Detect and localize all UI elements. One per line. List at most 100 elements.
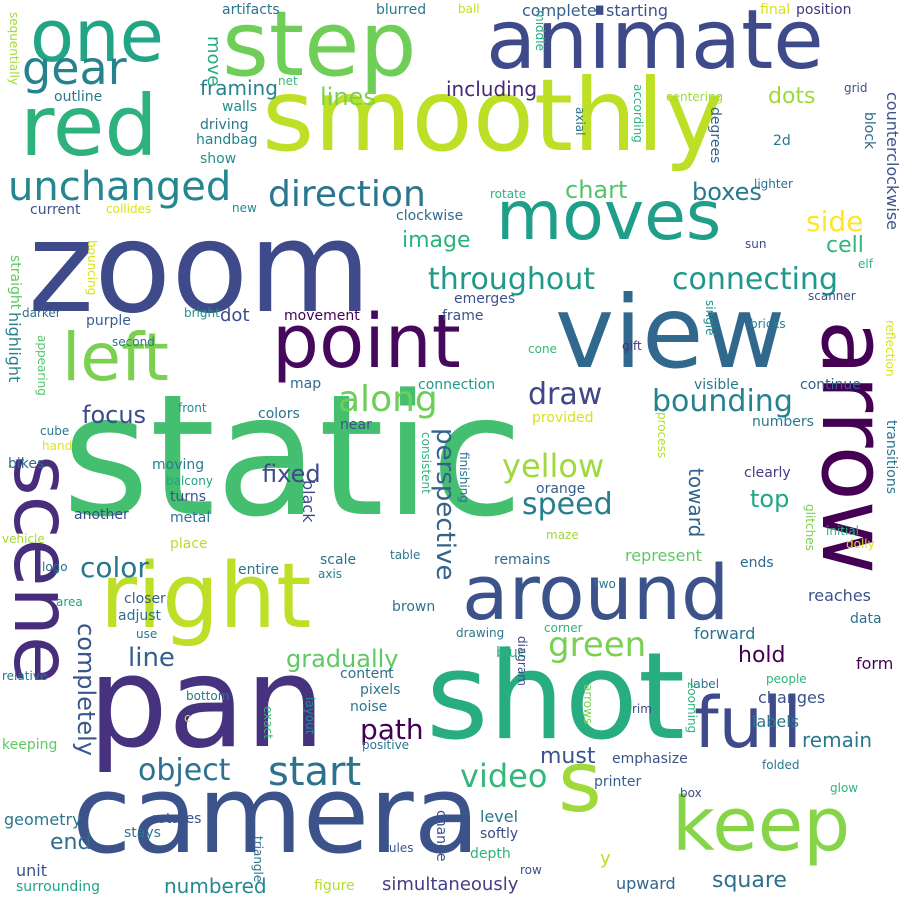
cloud-word: new: [232, 201, 257, 215]
cloud-word: unit: [16, 861, 47, 880]
cloud-word: single: [703, 300, 717, 336]
cloud-word: balcony: [166, 474, 213, 488]
cloud-word: visible: [694, 377, 739, 393]
cloud-word: walls: [222, 99, 258, 115]
cloud-word: adjust: [118, 608, 162, 624]
cloud-word: around: [462, 548, 730, 637]
cloud-word: keeping: [2, 737, 58, 753]
cloud-word: moving: [152, 457, 205, 473]
cloud-word: toward: [684, 468, 708, 538]
cloud-word: rules: [384, 841, 414, 855]
cloud-word: change: [433, 810, 449, 862]
cloud-word: hand: [42, 439, 73, 453]
cloud-word: bright: [184, 306, 220, 320]
cloud-word: darker: [22, 306, 61, 320]
cloud-word: logo: [42, 560, 68, 574]
cloud-word: positive: [362, 738, 410, 752]
cloud-word: data: [850, 611, 882, 627]
cloud-word: draw: [528, 377, 603, 412]
cloud-word: green: [548, 625, 647, 665]
cloud-word: framing: [200, 76, 278, 100]
cloud-word: second: [112, 335, 155, 349]
cloud-word: content: [340, 666, 394, 682]
cloud-word: block: [861, 112, 877, 150]
cloud-word: lighter: [754, 177, 793, 191]
cloud-word: finishing: [457, 452, 471, 503]
cloud-word: complete: [522, 1, 597, 20]
cloud-word: cell: [826, 233, 864, 258]
cloud-word: place: [170, 536, 208, 552]
cloud-word: vehicle: [2, 532, 45, 546]
cloud-word: clockwise: [396, 208, 464, 224]
cloud-word: process: [655, 412, 669, 459]
cloud-word: metal: [170, 510, 211, 526]
cloud-word: black: [299, 480, 318, 523]
cloud-word: area: [56, 595, 83, 609]
cloud-word: color: [80, 551, 149, 584]
cloud-word: counterclockwise: [883, 92, 900, 231]
cloud-word: remains: [494, 552, 551, 568]
cloud-word: straight: [7, 255, 23, 310]
cloud-word: y: [600, 848, 611, 869]
cloud-word: must: [540, 744, 596, 769]
cloud-word: yellow: [502, 447, 605, 485]
cloud-word: blurred: [376, 2, 427, 18]
cloud-word: highlight: [5, 312, 24, 383]
cloud-word: sequentially: [7, 12, 21, 86]
cloud-word: remain: [802, 728, 873, 752]
cloud-word: keep: [672, 782, 851, 868]
cloud-word: lines: [320, 83, 376, 111]
cloud-word: camera: [72, 753, 480, 878]
cloud-word: folded: [762, 758, 800, 772]
cloud-word: colors: [258, 406, 300, 422]
cloud-word: position: [796, 2, 852, 18]
cloud-word: s: [558, 733, 602, 831]
cloud-word: turns: [170, 489, 207, 505]
cloud-word: bouncing: [85, 240, 99, 296]
cloud-word: forward: [694, 624, 756, 643]
cloud-word: current: [30, 202, 81, 218]
cloud-word: gradually: [286, 645, 399, 673]
cloud-word: arrows: [581, 684, 595, 725]
cloud-word: glow: [830, 781, 859, 795]
cloud-word: cone: [528, 342, 557, 356]
cloud-word: axis: [318, 567, 343, 581]
cloud-word: stays: [124, 825, 161, 841]
cloud-word: axial: [573, 107, 587, 136]
cloud-word: show: [200, 151, 237, 167]
cloud-word: blue: [496, 645, 527, 661]
cloud-word: relative: [2, 669, 48, 683]
cloud-word: two: [594, 577, 616, 591]
cloud-word: initial: [826, 524, 859, 538]
cloud-word: map: [290, 376, 322, 392]
cloud-word: maze: [546, 528, 579, 542]
cloud-word: bricks: [750, 317, 786, 331]
cloud-word: drawing: [456, 626, 505, 640]
cloud-word: right: [100, 544, 312, 649]
cloud-word: rotate: [490, 187, 527, 201]
cloud-word: connecting: [672, 262, 838, 297]
cloud-word: consistent: [419, 432, 433, 494]
cloud-word: bounding: [652, 384, 793, 419]
cloud-word: reaches: [808, 586, 871, 605]
cloud-word: end: [50, 830, 92, 855]
cloud-word: orange: [536, 481, 586, 497]
cloud-word: handbag: [196, 132, 258, 148]
cloud-word: middle: [533, 10, 547, 51]
cloud-word: form: [856, 654, 894, 673]
cloud-word: another: [74, 507, 129, 523]
cloud-word: dot: [220, 305, 250, 326]
cloud-word: use: [136, 627, 158, 641]
cloud-word: focus: [82, 401, 147, 429]
cloud-word: noise: [350, 699, 388, 715]
cloud-word: video: [460, 757, 548, 795]
cloud-word: 2d: [773, 133, 791, 149]
cloud-word: connection: [418, 377, 496, 393]
cloud-word: zoom: [28, 194, 372, 341]
cloud-word: one: [30, 0, 164, 78]
cloud-word: brown: [392, 599, 436, 615]
cloud-word: top: [750, 485, 790, 513]
cloud-word: movement: [284, 308, 360, 324]
cloud-word: collides: [106, 202, 152, 216]
cloud-word: provided: [532, 410, 594, 426]
